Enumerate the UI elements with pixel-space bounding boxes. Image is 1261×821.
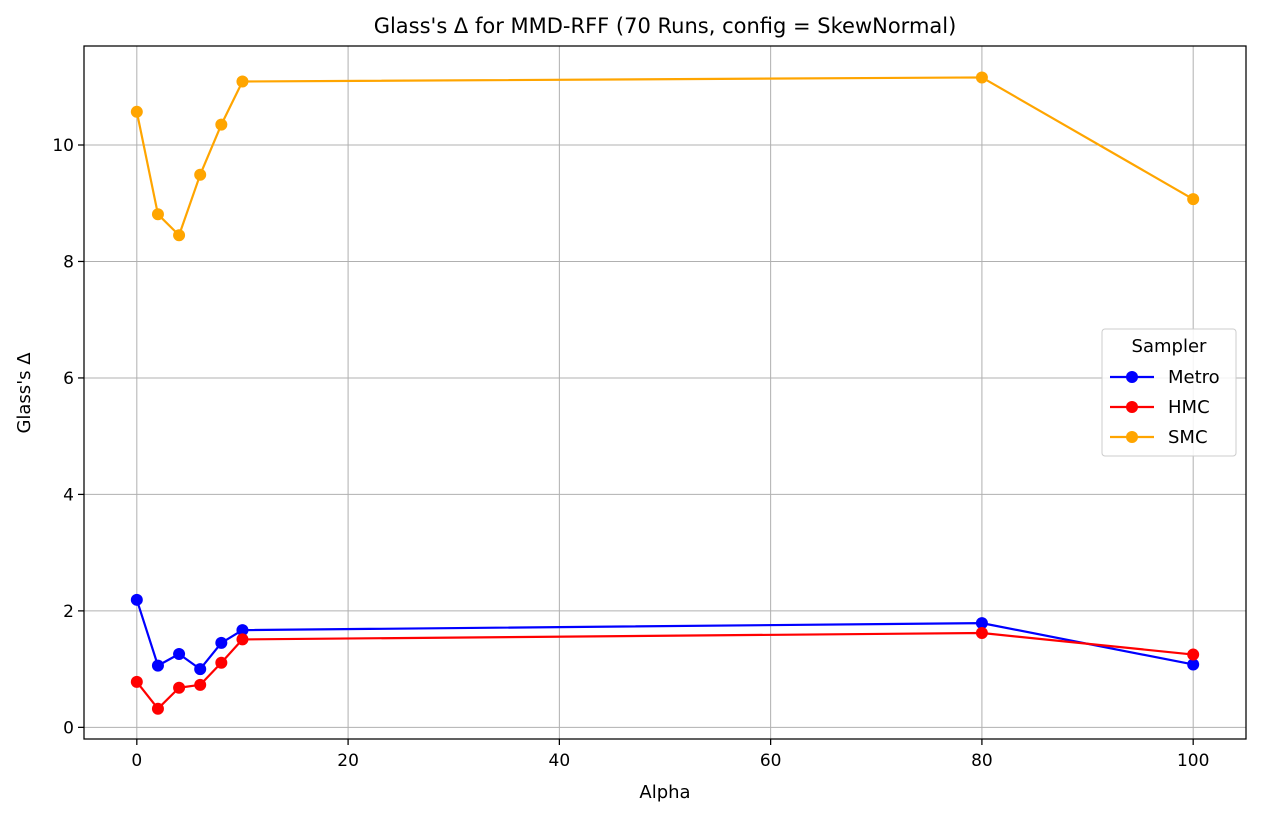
data-point-hmc bbox=[173, 681, 186, 694]
y-tick-label: 0 bbox=[63, 718, 74, 738]
data-point-metro bbox=[975, 617, 988, 630]
data-point-smc bbox=[215, 118, 228, 131]
data-point-hmc bbox=[1187, 648, 1200, 661]
x-tick-label: 80 bbox=[971, 751, 993, 771]
data-point-metro bbox=[130, 593, 143, 606]
x-tick-label: 100 bbox=[1177, 751, 1209, 771]
legend-label-metro: Metro bbox=[1168, 367, 1220, 388]
series-line-hmc bbox=[135, 631, 1194, 710]
legend-box bbox=[1101, 328, 1237, 457]
data-point-hmc bbox=[151, 702, 164, 715]
y-axis-label: Glass's Δ bbox=[14, 352, 35, 434]
data-point-smc bbox=[194, 168, 207, 181]
data-point-smc bbox=[151, 208, 164, 221]
legend-label-smc: SMC bbox=[1168, 427, 1208, 448]
x-tick-label: 20 bbox=[337, 751, 359, 771]
data-point-metro bbox=[236, 624, 249, 637]
data-point-smc bbox=[1187, 193, 1200, 206]
data-point-metro bbox=[151, 659, 164, 672]
data-point-metro bbox=[173, 647, 186, 660]
legend-marker-metro bbox=[1126, 371, 1138, 383]
plot-frame bbox=[83, 45, 1247, 740]
legend-entries: Metro HMC SMC bbox=[1110, 367, 1220, 448]
series-layer bbox=[130, 71, 1200, 715]
data-point-metro bbox=[215, 636, 228, 649]
data-point-hmc bbox=[194, 678, 207, 691]
y-tick-label: 4 bbox=[63, 485, 74, 505]
x-tick-label: 60 bbox=[760, 751, 782, 771]
y-tick-label: 8 bbox=[63, 252, 74, 272]
x-tick-label: 40 bbox=[549, 751, 571, 771]
y-tick-label: 10 bbox=[52, 136, 74, 156]
legend-marker-hmc bbox=[1126, 401, 1138, 413]
legend: Sampler Metro HMC SMC bbox=[1101, 328, 1237, 457]
data-point-metro bbox=[194, 663, 207, 676]
legend-marker-smc bbox=[1126, 431, 1138, 443]
data-point-smc bbox=[130, 105, 143, 118]
y-tick-label: 2 bbox=[63, 602, 74, 622]
data-point-smc bbox=[975, 71, 988, 84]
data-point-metro bbox=[1187, 658, 1200, 671]
legend-label-hmc: HMC bbox=[1168, 397, 1210, 418]
legend-title: Sampler bbox=[1132, 336, 1207, 357]
data-point-hmc bbox=[130, 675, 143, 688]
data-point-smc bbox=[236, 75, 249, 88]
x-tick-label: 0 bbox=[131, 751, 142, 771]
data-point-hmc bbox=[215, 656, 228, 669]
x-axis-label: Alpha bbox=[639, 782, 690, 803]
series-line-metro bbox=[135, 599, 1194, 671]
y-tick-label: 6 bbox=[63, 369, 74, 389]
data-point-hmc bbox=[975, 627, 988, 640]
series-line-smc bbox=[135, 76, 1194, 237]
chart-title: Glass's Δ for MMD-RFF (70 Runs, config =… bbox=[374, 14, 957, 38]
data-point-hmc bbox=[236, 633, 249, 646]
ticks: 0 20 40 60 80 100 0 2 4 6 8 10 bbox=[52, 136, 1209, 771]
data-point-smc bbox=[173, 229, 186, 242]
